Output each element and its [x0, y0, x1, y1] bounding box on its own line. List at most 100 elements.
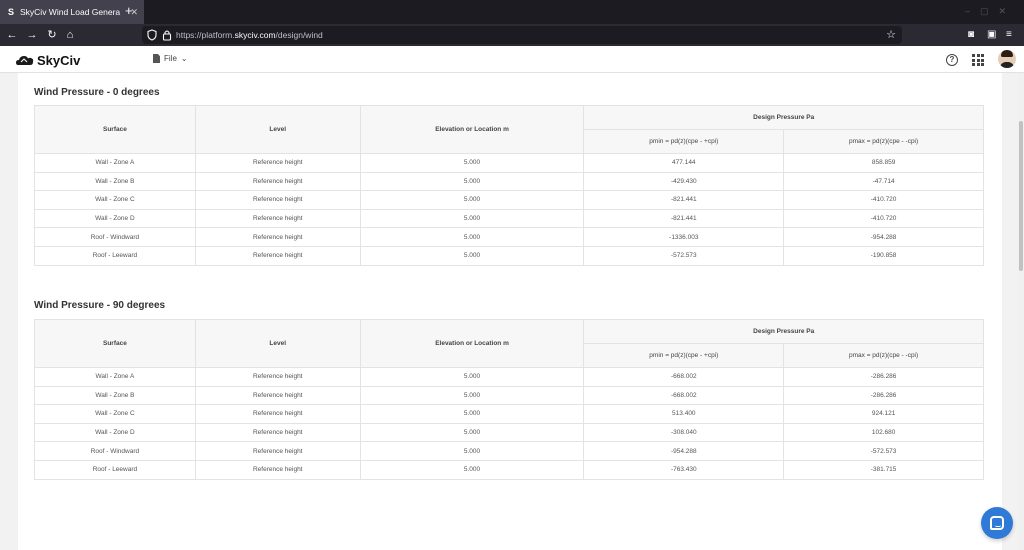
cell-surface: Wall - Zone C	[34, 404, 196, 424]
cell-pmax: -410.720	[783, 190, 984, 210]
cell-surface: Wall - Zone A	[34, 367, 196, 387]
url-bar[interactable]: https://platform.skyciv.com/design/wind …	[142, 26, 902, 44]
home-icon[interactable]: ⌂	[66, 29, 74, 41]
cell-surface: Roof - Leeward	[34, 245, 196, 266]
wind-pressure-table-0: Surface Level Elevation or Location m De…	[34, 105, 984, 266]
file-menu-label: File	[164, 54, 177, 63]
close-icon[interactable]: ✕	[130, 6, 138, 17]
cell-elevation: 5.000	[359, 404, 585, 424]
cell-pmin: -1336.003	[583, 227, 785, 247]
cell-elevation: 5.000	[359, 208, 585, 229]
shield-icon[interactable]	[147, 29, 157, 41]
column-header-design-pressure: Design Pressure Pa	[583, 105, 984, 130]
menu-icon[interactable]: ≡	[1006, 29, 1012, 40]
cell-elevation: 5.000	[359, 422, 585, 443]
scrollbar-thumb[interactable]	[1019, 121, 1023, 271]
url-text[interactable]: https://platform.skyciv.com/design/wind	[176, 26, 323, 44]
cell-surface: Wall - Zone D	[34, 208, 196, 229]
table-row: Wall - Zone D Reference height 5.000 -30…	[34, 422, 984, 443]
cell-level: Reference height	[194, 385, 361, 406]
cell-surface: Wall - Zone B	[34, 385, 196, 406]
cell-pmin: -954.288	[583, 441, 785, 461]
chevron-down-icon: ⌄	[180, 54, 188, 63]
url-path: /design/wind	[275, 30, 323, 40]
cell-level: Reference height	[194, 190, 361, 210]
cell-surface: Wall - Zone D	[34, 422, 196, 443]
column-header-surface: Surface	[34, 105, 196, 154]
avatar[interactable]	[998, 50, 1016, 68]
cell-elevation: 5.000	[359, 153, 585, 173]
cell-surface: Wall - Zone C	[34, 190, 196, 210]
cell-pmax: -572.573	[783, 441, 984, 461]
section-title-90-degrees: Wind Pressure - 90 degrees	[34, 300, 166, 311]
pocket-icon[interactable]: ◙	[968, 29, 975, 40]
cell-pmin: -668.002	[583, 367, 785, 387]
back-icon[interactable]: ←	[6, 29, 18, 41]
apps-grid-icon[interactable]	[972, 54, 984, 66]
column-header-surface: Surface	[34, 319, 196, 368]
column-header-elevation: Elevation or Location m	[359, 105, 585, 154]
cell-elevation: 5.000	[359, 459, 585, 480]
reader-icon[interactable]: ▣	[987, 29, 997, 40]
column-header-pmin: pmin = pd(z)(cpe - +cpi)	[583, 129, 785, 154]
cell-pmax: -190.858	[783, 245, 984, 266]
reload-icon[interactable]: ↻	[47, 29, 57, 41]
column-header-pmax: pmax = pd(z)(cpe - -cpi)	[783, 343, 984, 368]
wind-pressure-table-90: Surface Level Elevation or Location m De…	[34, 319, 984, 480]
cell-pmin: -821.441	[583, 190, 785, 210]
forward-icon[interactable]: →	[26, 29, 38, 41]
browser-nav-bar: ← → ↻ ⌂ https://platform.skyciv.com/desi…	[0, 24, 1024, 46]
cell-pmin: -308.040	[583, 422, 785, 443]
cell-pmax: -286.286	[783, 367, 984, 387]
column-header-level: Level	[194, 105, 361, 154]
logo-text: SkyCiv	[37, 52, 81, 68]
cell-pmin: 513.400	[583, 404, 785, 424]
new-tab-plus-icon[interactable]: +	[125, 3, 133, 18]
window-controls[interactable]: –▢✕	[964, 6, 1016, 16]
table-row: Wall - Zone B Reference height 5.000 -66…	[34, 385, 984, 406]
cell-pmin: -763.430	[583, 459, 785, 480]
cell-pmax: -410.720	[783, 208, 984, 229]
cell-elevation: 5.000	[359, 190, 585, 210]
cell-surface: Roof - Windward	[34, 227, 196, 247]
cell-pmin: -429.430	[583, 171, 785, 192]
cell-surface: Roof - Windward	[34, 441, 196, 461]
skyciv-logo[interactable]: SkyCiv	[16, 52, 80, 68]
cell-pmin: 477.144	[583, 153, 785, 173]
app-header: SkyCiv File ⌄ ?	[0, 46, 1024, 73]
cloud-logo-icon	[16, 56, 34, 65]
cell-level: Reference height	[194, 227, 361, 247]
cell-pmin: -821.441	[583, 208, 785, 229]
column-header-pmin: pmin = pd(z)(cpe - +cpi)	[583, 343, 785, 368]
section-title-0-degrees: Wind Pressure - 0 degrees	[34, 87, 160, 98]
page-scrollbar[interactable]	[1018, 73, 1024, 550]
help-icon[interactable]: ?	[946, 54, 958, 66]
table-row: Roof - Leeward Reference height 5.000 -7…	[34, 459, 984, 480]
column-header-design-pressure: Design Pressure Pa	[583, 319, 984, 344]
cell-level: Reference height	[194, 441, 361, 461]
url-domain: skyciv.com	[234, 30, 276, 40]
cell-elevation: 5.000	[359, 385, 585, 406]
lock-icon[interactable]	[162, 29, 172, 41]
cell-surface: Wall - Zone B	[34, 171, 196, 192]
table-row: Roof - Windward Reference height 5.000 -…	[34, 227, 984, 247]
table-row: Roof - Windward Reference height 5.000 -…	[34, 441, 984, 461]
skyciv-favicon-icon: S	[7, 7, 14, 17]
column-header-level: Level	[194, 319, 361, 368]
star-icon[interactable]: ☆	[886, 29, 896, 41]
column-header-elevation: Elevation or Location m	[359, 319, 585, 368]
cell-level: Reference height	[194, 171, 361, 192]
cell-surface: Wall - Zone A	[34, 153, 196, 173]
browser-tab-bar: S SkyCiv Wind Load Genera ✕ + –▢✕	[0, 0, 1024, 24]
chat-button[interactable]	[981, 507, 1013, 539]
table-row: Wall - Zone D Reference height 5.000 -82…	[34, 208, 984, 229]
cell-elevation: 5.000	[359, 367, 585, 387]
url-prefix: https://platform.	[176, 30, 235, 40]
cell-pmin: -572.573	[583, 245, 785, 266]
file-menu[interactable]: File ⌄	[153, 54, 188, 63]
column-header-pmax: pmax = pd(z)(cpe - -cpi)	[783, 129, 984, 154]
browser-tab[interactable]: S SkyCiv Wind Load Genera ✕	[0, 0, 144, 24]
cell-pmax: 924.121	[783, 404, 984, 424]
table-row: Wall - Zone A Reference height 5.000 -66…	[34, 367, 984, 387]
cell-pmax: -286.286	[783, 385, 984, 406]
